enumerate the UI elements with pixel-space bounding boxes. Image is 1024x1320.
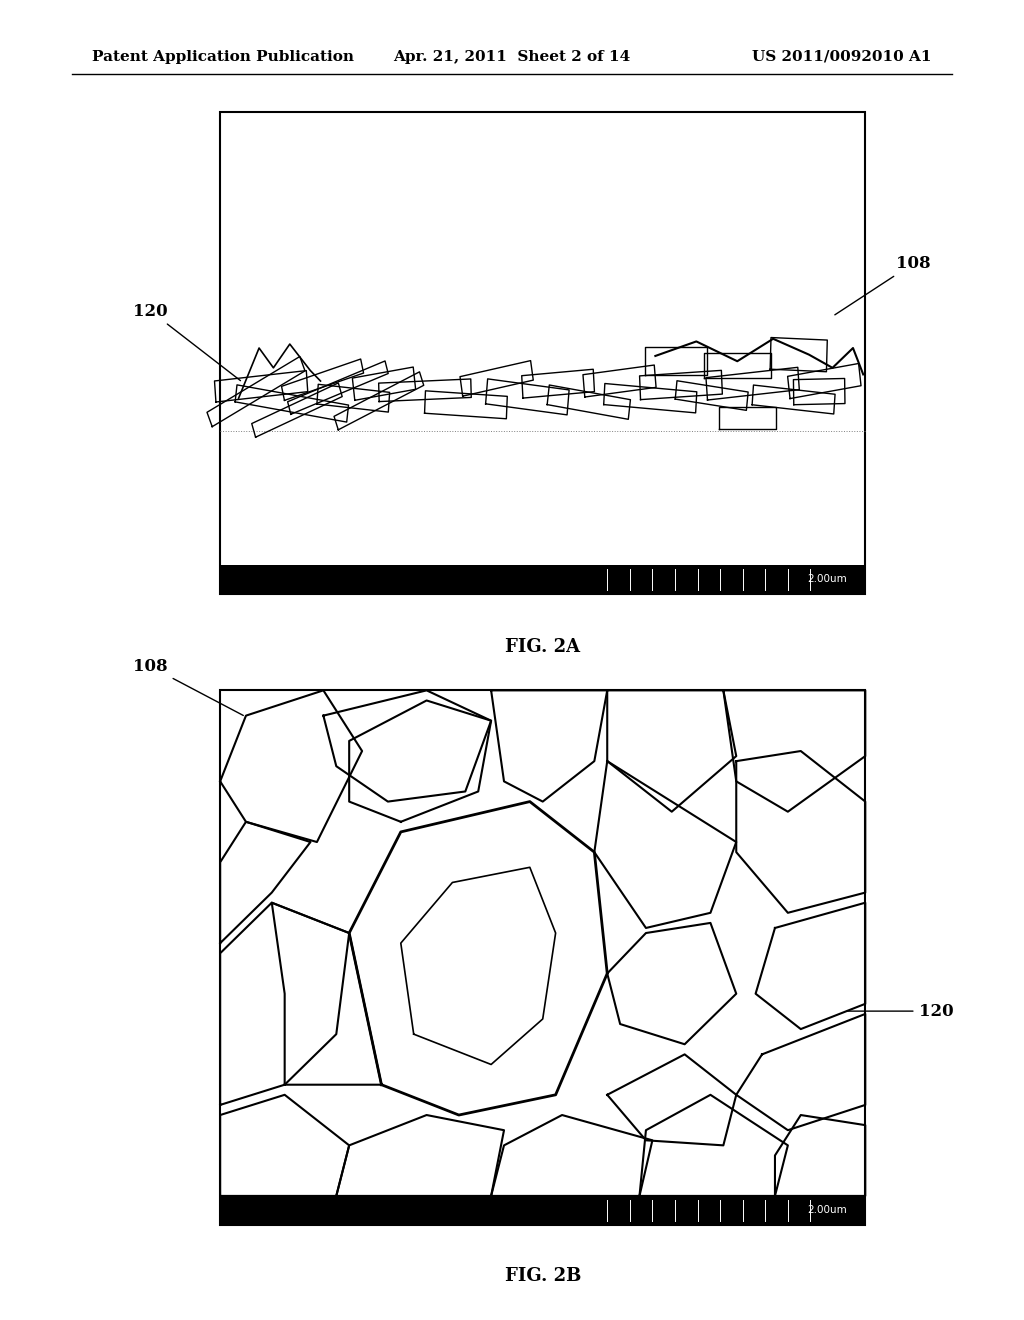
Bar: [220, 112, 865, 594]
Text: 2.00um: 2.00um: [807, 1205, 847, 1216]
Bar: [220, 690, 865, 1225]
Bar: [220, 1196, 865, 1225]
Text: Apr. 21, 2011  Sheet 2 of 14: Apr. 21, 2011 Sheet 2 of 14: [393, 50, 631, 63]
Text: 108: 108: [835, 255, 931, 315]
Text: FIG. 2A: FIG. 2A: [505, 638, 581, 656]
Text: US 2011/0092010 A1: US 2011/0092010 A1: [753, 50, 932, 63]
Text: Patent Application Publication: Patent Application Publication: [92, 50, 354, 63]
Text: 120: 120: [848, 1003, 953, 1019]
Text: 2.00um: 2.00um: [807, 574, 847, 585]
Text: 120: 120: [133, 302, 241, 380]
Bar: [220, 565, 865, 594]
Text: 108: 108: [133, 659, 244, 715]
Text: FIG. 2B: FIG. 2B: [505, 1267, 581, 1286]
